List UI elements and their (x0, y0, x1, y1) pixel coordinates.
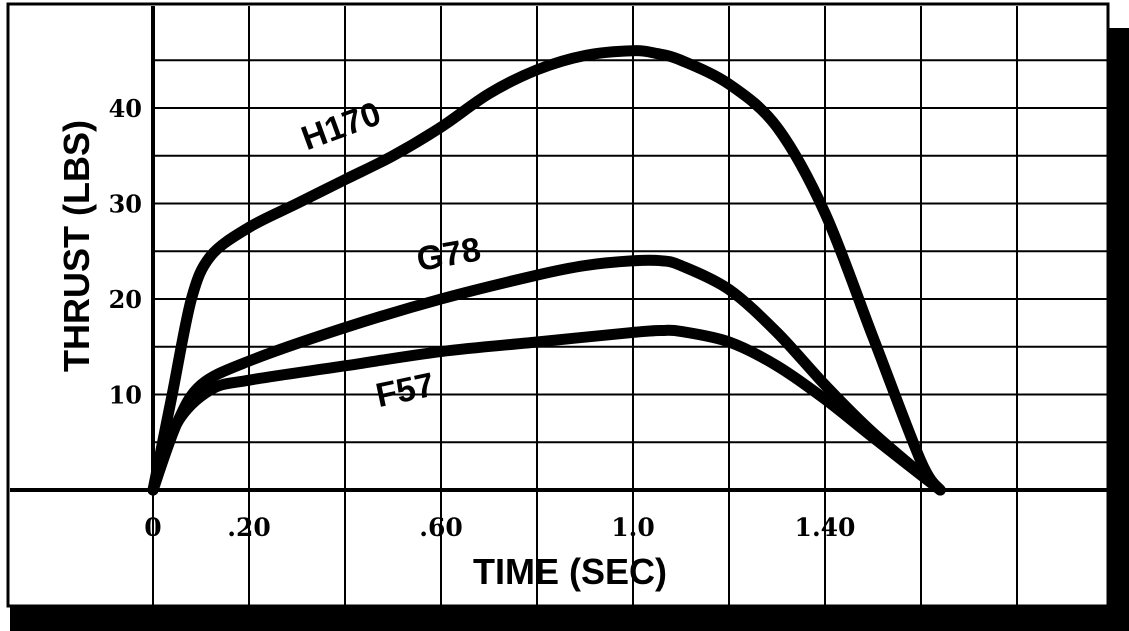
y-tick-label: 20 (109, 285, 142, 314)
y-tick-label: 40 (109, 94, 142, 123)
y-tick-label: 10 (109, 381, 142, 410)
x-tick-label: 0 (144, 513, 161, 542)
y-tick-label: 30 (109, 190, 142, 219)
series-lines (147, 45, 946, 496)
grid-lines (152, 6, 1108, 606)
x-tick-label: .20 (227, 513, 271, 542)
axes (10, 6, 1108, 492)
x-axis-title: TIME (SEC) (473, 551, 667, 592)
chart-frame (6, 2, 1110, 608)
frame-shadow-bottom (10, 606, 1129, 631)
x-tick-label: 1.40 (795, 513, 856, 542)
tick-labels: 0 .20 .60 1.0 1.40 10 20 30 40 (109, 94, 856, 542)
x-tick-label: .60 (419, 513, 463, 542)
series-line-h170 (147, 45, 946, 496)
y-axis-title: THRUST (LBS) (56, 120, 97, 372)
x-tick-label: 1.0 (611, 513, 655, 542)
series-line-f57 (147, 324, 946, 496)
frame-shadow-right (1108, 28, 1129, 631)
series-line-g78 (147, 254, 946, 496)
